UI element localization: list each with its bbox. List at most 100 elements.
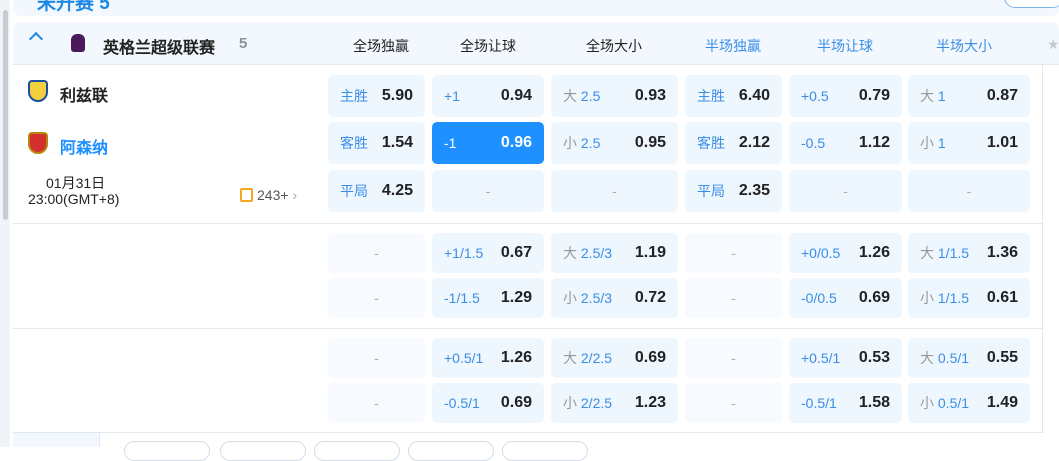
odds-cell: - — [328, 338, 425, 378]
filter-pill[interactable] — [124, 441, 210, 461]
leeds-crest-icon — [28, 80, 48, 102]
odds-label: +1 — [444, 88, 460, 104]
odds-line: 2.5 — [580, 88, 601, 104]
home-team[interactable]: 利兹联 — [60, 88, 109, 105]
odds-cell[interactable]: +0.5/1 0.53 — [789, 338, 902, 378]
empty-odds: - — [843, 183, 848, 199]
odds-prefix: 大 — [920, 350, 934, 366]
odds-cell[interactable]: 大 2.5 0.93 — [551, 75, 678, 117]
odds-cell: - — [328, 383, 425, 423]
odds-line: 2.5 — [580, 135, 601, 151]
arsenal-crest-icon — [28, 132, 48, 154]
league-name: 英格兰超级联赛 — [103, 40, 216, 57]
odds-label: +0.5/1 — [801, 350, 840, 366]
top-right-button[interactable] — [1004, 0, 1059, 8]
odds-line: -0/0.5 — [801, 290, 837, 306]
away-team[interactable]: 阿森纳 — [60, 140, 109, 157]
odds-line: 客胜 — [340, 135, 368, 151]
odds-line: +0.5/1 — [801, 350, 841, 366]
odds-line: 1 — [937, 135, 946, 151]
odds-label: +0.5 — [801, 88, 829, 104]
odds-cell[interactable]: 大 2.5/3 1.19 — [551, 233, 678, 273]
odds-cell[interactable]: -1/1.5 1.29 — [432, 278, 544, 318]
odds-line: 2/2.5 — [580, 350, 613, 366]
odds-label: 小 0.5/1 — [920, 393, 969, 413]
section-title: 未开赛 5 — [37, 0, 110, 14]
odds-cell[interactable]: 大 1/1.5 1.36 — [908, 233, 1030, 273]
odds-cell[interactable]: -0.5/1 1.58 — [789, 383, 902, 423]
odds-cell[interactable]: 小 2.5 0.95 — [551, 122, 678, 164]
odds-cell[interactable]: 主胜 6.40 — [685, 75, 782, 117]
odds-cell[interactable]: 平局 2.35 — [685, 170, 782, 212]
odds-cell[interactable]: +1/1.5 0.67 — [432, 233, 544, 273]
odds-label: 主胜 — [697, 86, 725, 106]
odds-cell[interactable]: 小 2/2.5 1.23 — [551, 383, 678, 423]
filter-pill[interactable] — [408, 441, 494, 461]
odds-cell[interactable]: 客胜 1.54 — [328, 122, 425, 164]
section-header[interactable]: 未开赛 5 — [13, 0, 1059, 16]
scrollbar-thumb[interactable] — [3, 10, 8, 220]
odds-cell[interactable]: 平局 4.25 — [328, 170, 425, 212]
empty-odds: - — [731, 290, 736, 306]
filter-pill[interactable] — [220, 441, 306, 461]
odds-cell[interactable]: +0.5 0.79 — [789, 75, 902, 117]
odds-cell[interactable]: -0/0.5 0.69 — [789, 278, 902, 318]
odds-cell: - — [328, 278, 425, 318]
odds-value: 1.49 — [986, 394, 1018, 411]
premier-league-logo-icon — [71, 34, 85, 52]
odds-prefix: 小 — [563, 290, 577, 306]
odds-value: 1.01 — [986, 134, 1018, 151]
odds-cell[interactable]: +0/0.5 1.26 — [789, 233, 902, 273]
more-markets-link[interactable]: 243+ › — [240, 187, 297, 203]
odds-cell[interactable]: 大 0.5/1 0.55 — [908, 338, 1030, 378]
markets-icon — [240, 188, 253, 202]
filter-pill[interactable] — [502, 441, 588, 461]
odds-line: +0.5/1 — [444, 350, 484, 366]
odds-cell: - — [432, 170, 544, 212]
column-header: 半场让球 — [817, 38, 873, 54]
odds-value: 0.53 — [858, 349, 890, 366]
empty-odds: - — [731, 350, 736, 366]
odds-prefix: 大 — [563, 245, 577, 261]
scrollbar[interactable] — [0, 0, 10, 447]
odds-prefix: 大 — [920, 245, 934, 261]
odds-cell[interactable]: 小 1 1.01 — [908, 122, 1030, 164]
odds-value: 0.69 — [500, 394, 532, 411]
odds-cell[interactable]: +0.5/1 1.26 — [432, 338, 544, 378]
odds-line: 2.5/3 — [580, 290, 613, 306]
odds-prefix: 大 — [563, 88, 577, 104]
odds-label: 大 2.5 — [563, 86, 600, 106]
column-header: 全场大小 — [586, 38, 642, 54]
more-markets-count: 243+ — [257, 187, 289, 203]
odds-cell: - — [551, 170, 678, 212]
odds-cell[interactable]: -0.5 1.12 — [789, 122, 902, 164]
odds-value: 0.61 — [986, 289, 1018, 306]
odds-line: 1/1.5 — [937, 290, 970, 306]
odds-label: 大 2/2.5 — [563, 348, 612, 368]
odds-cell[interactable]: 小 1/1.5 0.61 — [908, 278, 1030, 318]
odds-line: 2.5/3 — [580, 245, 613, 261]
odds-cell[interactable]: 小 2.5/3 0.72 — [551, 278, 678, 318]
pin-icon[interactable]: ★ — [1047, 36, 1059, 52]
odds-line: +1 — [444, 88, 460, 104]
odds-label: 大 0.5/1 — [920, 348, 969, 368]
odds-cell[interactable]: 小 0.5/1 1.49 — [908, 383, 1030, 423]
odds-value: 1.12 — [858, 134, 890, 151]
chevron-up-icon[interactable] — [28, 31, 44, 47]
odds-cell[interactable]: 主胜 5.90 — [328, 75, 425, 117]
empty-odds: - — [374, 350, 379, 366]
odds-prefix: 小 — [563, 395, 577, 411]
odds-cell[interactable]: 大 2/2.5 0.69 — [551, 338, 678, 378]
empty-odds: - — [731, 245, 736, 261]
odds-cell[interactable]: +1 0.94 — [432, 75, 544, 117]
league-header[interactable]: 英格兰超级联赛 5 全场独赢 全场让球 全场大小 半场独赢 半场让球 半场大小 ★ — [13, 22, 1059, 65]
divider — [13, 328, 1043, 329]
odds-line: -1/1.5 — [444, 290, 480, 306]
odds-cell[interactable]: -0.5/1 0.69 — [432, 383, 544, 423]
filter-pill[interactable] — [314, 441, 400, 461]
empty-odds: - — [612, 183, 617, 199]
odds-cell[interactable]: -1 0.96 — [432, 122, 544, 164]
odds-cell[interactable]: 客胜 2.12 — [685, 122, 782, 164]
odds-cell[interactable]: 大 1 0.87 — [908, 75, 1030, 117]
odds-prefix: 小 — [920, 395, 934, 411]
